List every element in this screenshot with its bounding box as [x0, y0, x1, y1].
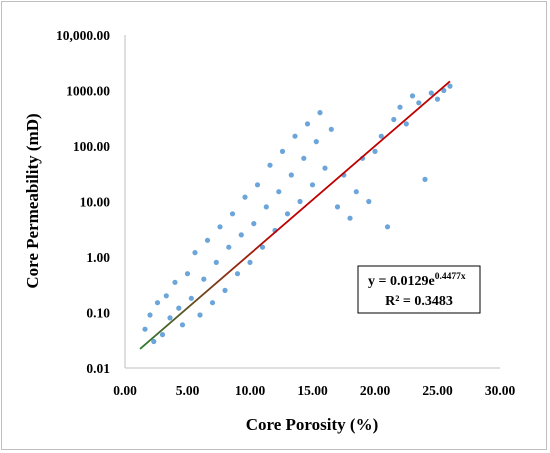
data-point: [213, 259, 219, 265]
data-point: [279, 148, 286, 154]
data-point: [188, 295, 194, 301]
data-point: [226, 244, 232, 250]
data-point: [247, 259, 253, 265]
data-point: [347, 215, 353, 221]
y-tick-label: 1000.00: [66, 84, 110, 99]
data-point: [259, 244, 266, 250]
data-point: [204, 237, 211, 243]
data-point: [288, 172, 294, 178]
y-tick-label: 10,000.00: [56, 28, 110, 43]
x-tick-label: 0.00: [113, 383, 137, 398]
data-point: [403, 121, 409, 127]
data-point: [292, 133, 298, 139]
data-point: [201, 276, 207, 282]
data-point: [447, 83, 453, 89]
data-point: [297, 198, 303, 205]
data-point: [322, 165, 328, 171]
trendline-equation-box: y = 0.0129e0.4477x R² = 0.3483: [357, 265, 481, 314]
data-point: [242, 194, 248, 200]
equation-prefix: y = 0.0129e: [368, 274, 435, 289]
y-tick-label: 1.00: [86, 250, 110, 265]
data-point: [353, 189, 359, 195]
trendline: [139, 80, 451, 350]
data-point: [434, 96, 441, 102]
data-point: [378, 133, 384, 139]
data-point: [151, 338, 157, 345]
data-point: [142, 326, 148, 332]
data-point: [234, 271, 241, 277]
data-point: [416, 100, 422, 106]
data-point: [441, 87, 447, 94]
data-point: [366, 198, 372, 205]
data-point: [238, 232, 244, 238]
y-tick-label: 10.00: [80, 195, 111, 210]
data-point: [172, 279, 178, 285]
data-point: [229, 211, 236, 217]
data-point: [276, 189, 282, 195]
data-point: [391, 116, 397, 123]
x-axis-title: Core Porosity (%): [246, 415, 379, 434]
data-point: [176, 305, 182, 311]
data-point: [334, 204, 341, 210]
data-point: [222, 287, 228, 293]
data-point: [384, 224, 391, 230]
data-point: [328, 126, 334, 132]
y-tick-label: 0.10: [86, 306, 110, 321]
y-tick-label: 0.01: [86, 361, 110, 376]
y-tick-label: 100.00: [73, 139, 110, 154]
x-tick-label: 10.00: [235, 383, 266, 398]
data-point: [372, 148, 378, 154]
data-point: [209, 300, 216, 306]
x-tick-label: 20.00: [360, 383, 391, 398]
data-point: [284, 211, 291, 217]
x-tick-label: 30.00: [485, 383, 516, 398]
data-point: [217, 224, 223, 230]
data-point: [422, 176, 428, 182]
data-point: [197, 312, 203, 318]
data-point: [409, 93, 416, 99]
x-tick-label: 15.00: [297, 383, 328, 398]
data-point: [309, 182, 316, 188]
x-tick-labels: 0.00 5.00 10.00 15.00 20.00 25.00 30.00: [113, 383, 515, 398]
data-point: [254, 182, 261, 188]
data-point: [167, 315, 173, 321]
x-tick-label: 5.00: [176, 383, 200, 398]
data-point: [184, 271, 191, 277]
data-point: [179, 322, 186, 328]
data-point: [163, 293, 169, 299]
equation-exponent: 0.4477x: [435, 272, 466, 282]
data-point: [313, 139, 319, 145]
equation-box-border: [357, 265, 481, 314]
data-point: [428, 90, 434, 96]
data-point: [267, 162, 273, 168]
data-point: [192, 250, 198, 256]
y-axis-title: Core Permeability (mD): [23, 113, 42, 288]
data-point: [251, 221, 257, 227]
data-point: [304, 121, 311, 127]
equation-text: y = 0.0129e0.4477x: [368, 272, 466, 289]
r-squared-text: R² = 0.3483: [385, 294, 453, 309]
trendline-path: [139, 80, 451, 350]
data-point: [263, 204, 269, 210]
data-point: [147, 312, 153, 318]
data-point: [397, 104, 403, 110]
y-tick-labels: 0.01 0.10 1.00 10.00 100.00 1000.00 10,000.00: [56, 28, 110, 376]
data-point: [154, 300, 161, 306]
x-tick-label: 25.00: [422, 383, 453, 398]
data-point: [159, 332, 166, 338]
data-point: [301, 155, 307, 161]
data-point: [317, 110, 323, 116]
